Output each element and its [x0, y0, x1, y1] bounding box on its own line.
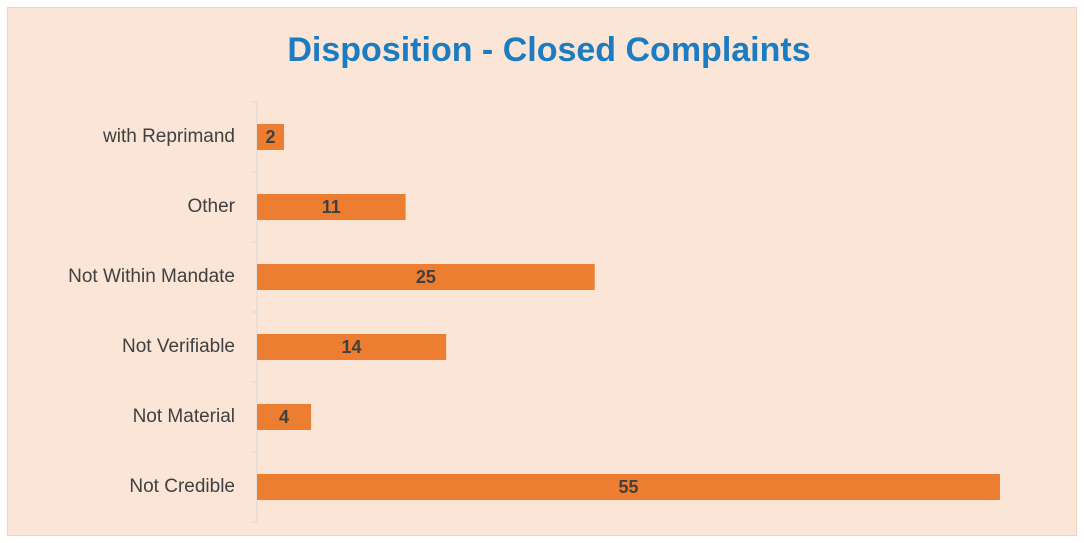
data-label: 2 — [266, 127, 276, 147]
y-tick-label: with Reprimand — [102, 126, 235, 147]
y-tick-label: Other — [187, 196, 235, 217]
data-label: 4 — [279, 407, 289, 427]
bar — [257, 404, 312, 430]
data-label: 55 — [618, 477, 638, 497]
data-label: 25 — [416, 267, 436, 287]
bar — [257, 474, 1000, 500]
bar — [257, 124, 285, 150]
bar — [257, 334, 447, 360]
data-label: 14 — [342, 337, 362, 357]
y-tick-label: Not Credible — [129, 476, 235, 497]
bar — [257, 264, 595, 290]
bar — [257, 194, 406, 220]
y-tick-label: Not Verifiable — [122, 336, 235, 357]
y-tick-label: Not Within Mandate — [68, 266, 235, 287]
chart-title: Disposition - Closed Complaints — [287, 31, 810, 69]
y-tick-label: Not Material — [133, 406, 235, 427]
data-label: 11 — [322, 197, 341, 217]
